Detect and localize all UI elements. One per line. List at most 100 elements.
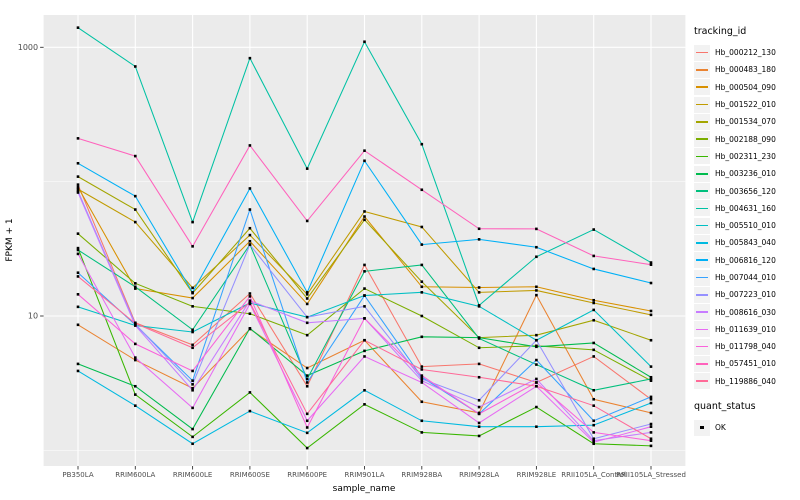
x-tick-label: RRII105LA_Stressed	[616, 471, 686, 479]
data-point	[191, 305, 194, 308]
x-tick-label: RRIM600SE	[230, 471, 270, 479]
data-point	[363, 287, 366, 290]
legend-key	[694, 131, 710, 148]
data-point	[420, 263, 424, 267]
data-point	[420, 374, 424, 377]
data-point	[305, 426, 309, 429]
data-point	[535, 377, 538, 381]
data-point	[535, 289, 538, 292]
point-legend-item: OK	[694, 419, 800, 436]
data-point	[76, 191, 80, 194]
legend-item: Hb_002311_230	[694, 148, 800, 165]
data-point	[305, 302, 309, 306]
data-point	[305, 366, 309, 370]
data-point	[535, 384, 538, 388]
data-point	[535, 405, 538, 409]
legend-key	[694, 96, 710, 113]
legend-key	[694, 61, 710, 78]
data-point	[649, 377, 653, 381]
y-axis-title: FPKM + 1	[5, 218, 15, 261]
legend-line-swatch	[696, 345, 708, 348]
data-point	[592, 341, 595, 345]
legend-line-swatch	[696, 121, 708, 123]
legend-key	[694, 79, 710, 96]
data-point	[76, 305, 80, 309]
data-point	[134, 404, 137, 407]
data-point	[649, 309, 653, 313]
data-point	[420, 188, 424, 192]
data-point	[76, 293, 80, 296]
y-tick-label: 10	[28, 312, 38, 321]
legend-line-swatch	[696, 51, 708, 54]
legend-line-swatch	[696, 259, 708, 261]
legend-line-swatch	[696, 207, 708, 210]
data-point	[592, 397, 595, 401]
data-point	[592, 228, 595, 231]
data-point	[76, 185, 80, 189]
legend-item: Hb_011798_040	[694, 338, 800, 355]
data-point	[248, 208, 252, 211]
data-point	[363, 338, 366, 342]
data-point	[649, 375, 653, 379]
data-point	[305, 315, 309, 319]
data-point	[305, 219, 309, 223]
data-point	[535, 333, 538, 337]
legend-line-swatch	[696, 363, 708, 365]
legend-key	[694, 44, 710, 61]
data-point	[134, 285, 137, 289]
data-point	[248, 233, 252, 237]
legend-item-label: Hb_002311_230	[715, 151, 776, 161]
legend-item: Hb_005843_040	[694, 234, 800, 251]
data-point	[592, 437, 595, 441]
data-point	[248, 226, 252, 230]
data-point	[592, 419, 595, 423]
legend-key	[694, 200, 710, 217]
data-point	[592, 267, 595, 271]
data-point	[420, 419, 424, 423]
square-point-icon	[700, 425, 704, 430]
data-point	[535, 245, 538, 249]
data-point	[477, 286, 481, 289]
data-point	[363, 349, 366, 353]
data-point	[305, 412, 309, 416]
x-tick-label: RRII105LA_Control	[561, 471, 626, 479]
data-point	[420, 400, 424, 404]
data-point	[191, 388, 194, 392]
data-point	[134, 324, 137, 327]
data-point	[363, 159, 366, 163]
data-point	[134, 282, 137, 285]
data-point	[134, 287, 137, 290]
legend-line-swatch	[696, 293, 708, 296]
legend-line-swatch	[696, 276, 708, 279]
data-point	[191, 328, 194, 332]
data-point	[420, 280, 424, 284]
data-point	[248, 187, 252, 190]
data-point	[592, 442, 595, 446]
data-point	[649, 439, 653, 442]
x-axis-title: sample_name	[333, 484, 396, 494]
data-point	[134, 358, 137, 362]
data-point	[76, 248, 80, 252]
legend-item: Hb_007044_010	[694, 269, 800, 286]
data-point	[592, 440, 595, 444]
data-point	[477, 398, 481, 402]
data-point	[649, 395, 653, 399]
data-point	[191, 330, 194, 334]
data-point	[76, 189, 80, 193]
data-point	[248, 312, 252, 316]
data-point	[420, 377, 424, 381]
data-point	[420, 291, 424, 294]
data-point	[363, 305, 366, 308]
data-point	[649, 401, 653, 405]
data-point	[420, 365, 424, 368]
data-point	[420, 375, 424, 379]
legend-line-swatch	[696, 311, 708, 313]
data-point	[191, 369, 194, 373]
data-point	[76, 187, 80, 191]
data-point	[305, 333, 309, 337]
legend-item-label: Hb_007223_010	[715, 290, 776, 300]
data-point	[363, 218, 366, 222]
legend-title: tracking_id	[694, 26, 747, 37]
legend-item: Hb_005510_010	[694, 217, 800, 234]
legend-item: Hb_119886_040	[694, 373, 800, 390]
